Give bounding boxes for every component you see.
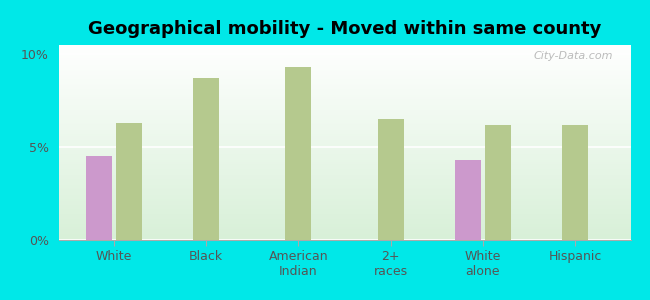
Bar — [485, 125, 510, 240]
Bar — [193, 78, 219, 240]
Bar — [378, 119, 404, 240]
Bar — [116, 123, 142, 240]
Bar — [285, 67, 311, 240]
Bar — [455, 160, 481, 240]
Bar — [86, 156, 112, 240]
Text: City-Data.com: City-Data.com — [534, 51, 614, 61]
Bar — [562, 125, 588, 240]
Title: Geographical mobility - Moved within same county: Geographical mobility - Moved within sam… — [88, 20, 601, 38]
